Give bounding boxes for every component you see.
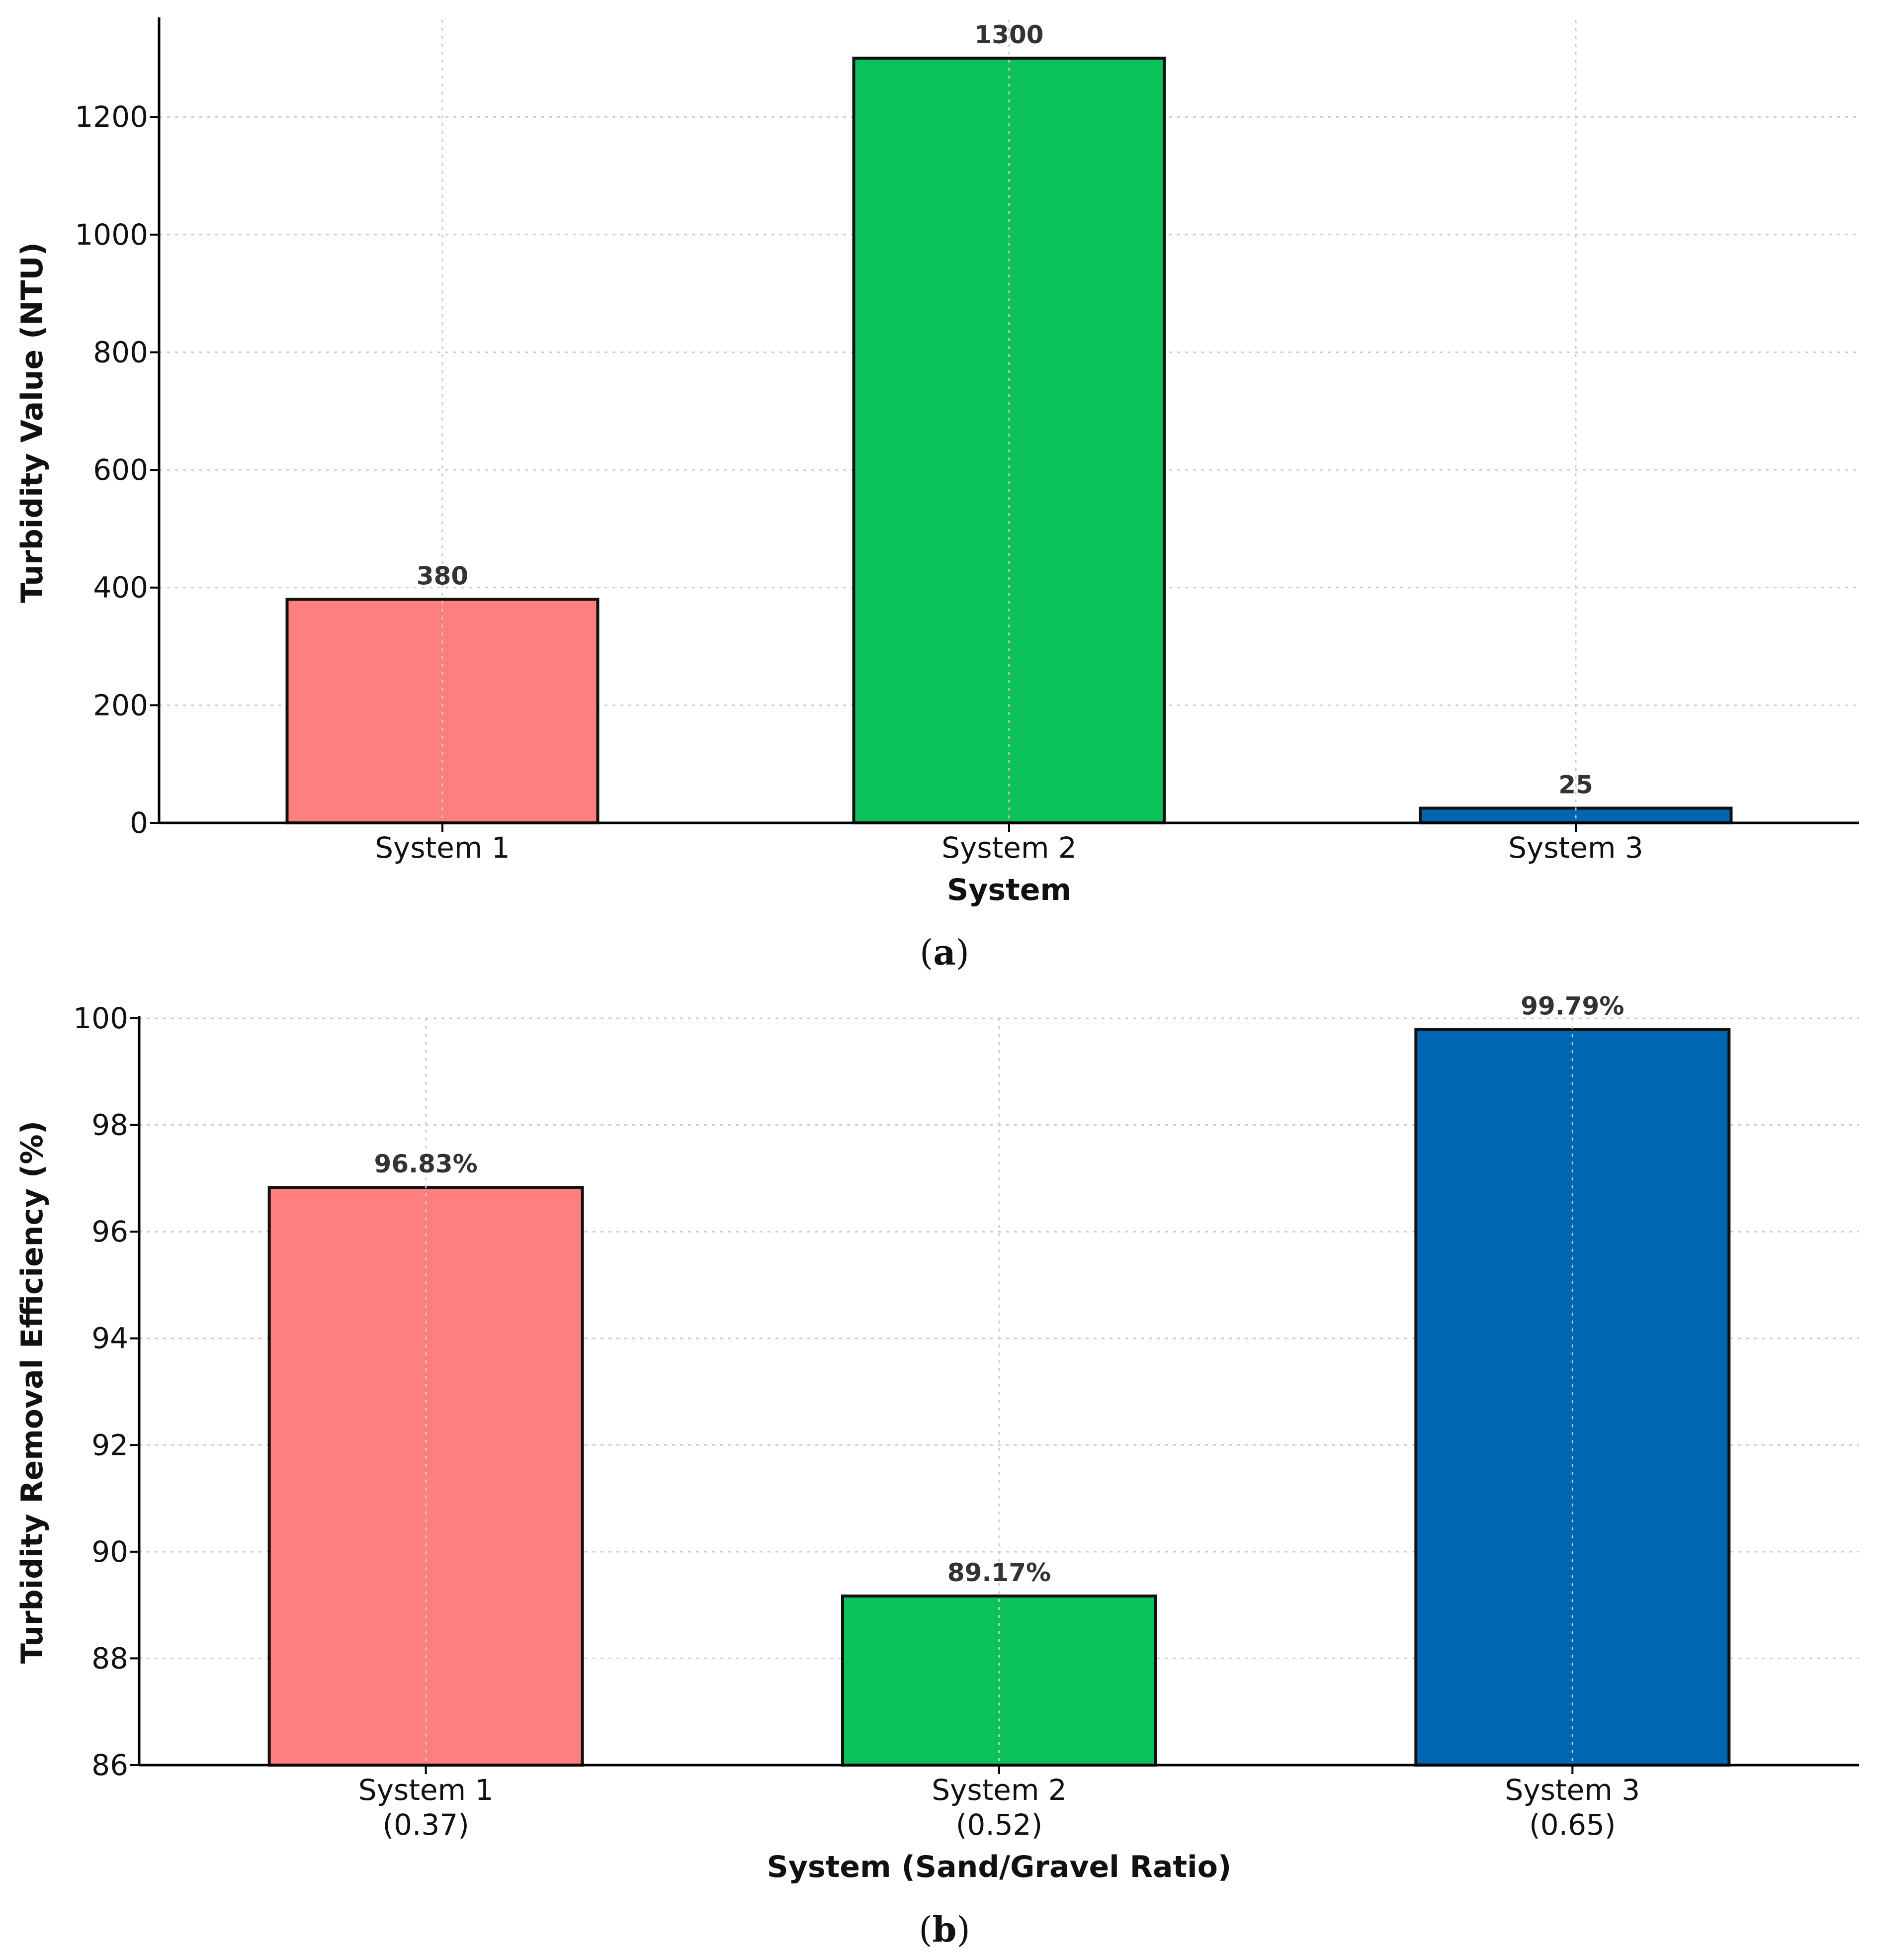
- data-label-a-1: 380: [417, 561, 468, 590]
- chart-b: 86 88 90 92 94 96 98 100 System 1 (0.37) System 2(…: [15, 992, 1859, 1884]
- data-label-a-3: 25: [1558, 770, 1593, 799]
- bar-b-3: [1414, 1028, 1731, 1767]
- y-tick-label: 200: [93, 688, 148, 722]
- y-tick-label: 800: [93, 335, 148, 369]
- y-tick-label: 100: [73, 1001, 128, 1035]
- x-tick-label: System 2 (0.52): [932, 1773, 1067, 1842]
- panel-caption-a: (a): [920, 932, 969, 973]
- y-tick-label: 86: [91, 1748, 128, 1782]
- y-tick-label: 1000: [75, 218, 148, 252]
- panel-caption-b-letter: b: [933, 1909, 957, 1950]
- chart-a: 0 200 400 600 800 1000 1200 System 1 System 2 Sys…: [15, 17, 1859, 907]
- x-tick-label: System 1 (0.37): [358, 1773, 494, 1842]
- y-tick-label: 0: [130, 806, 148, 840]
- bar-a-2: [852, 56, 1166, 824]
- data-label-b-2: 89.17%: [947, 1558, 1051, 1587]
- panel-caption-a-letter: a: [933, 932, 955, 973]
- y-tick-label: 600: [93, 453, 148, 487]
- y-axis-title: Turbidity Value (NTU): [15, 242, 50, 603]
- data-label-b-3: 99.79%: [1521, 992, 1624, 1021]
- y-tick-label: 98: [91, 1108, 128, 1142]
- y-tick-label: 1200: [75, 100, 148, 134]
- panel-caption-b: (b): [919, 1909, 970, 1950]
- x-tick-label: System 3 (0.65): [1505, 1773, 1640, 1842]
- y-axis-title: Turbidity Removal Efficiency (%): [15, 1121, 50, 1664]
- x-tick-label: System 2: [941, 831, 1077, 865]
- x-tick-label: System 3: [1508, 831, 1643, 865]
- data-label-b-1: 96.83%: [374, 1150, 478, 1178]
- data-label-a-2: 1300: [974, 20, 1043, 49]
- y-tick-label: 88: [91, 1641, 128, 1675]
- x-axis-title: System (Sand/Gravel Ratio): [767, 1850, 1232, 1884]
- x-axis-title: System: [947, 873, 1071, 907]
- y-tick-label: 90: [91, 1535, 128, 1569]
- y-tick-label: 94: [91, 1322, 128, 1355]
- y-tick-label: 400: [93, 571, 148, 605]
- x-tick-label: System 1: [375, 831, 510, 865]
- y-tick-label: 96: [91, 1215, 128, 1248]
- y-tick-label: 92: [91, 1428, 128, 1462]
